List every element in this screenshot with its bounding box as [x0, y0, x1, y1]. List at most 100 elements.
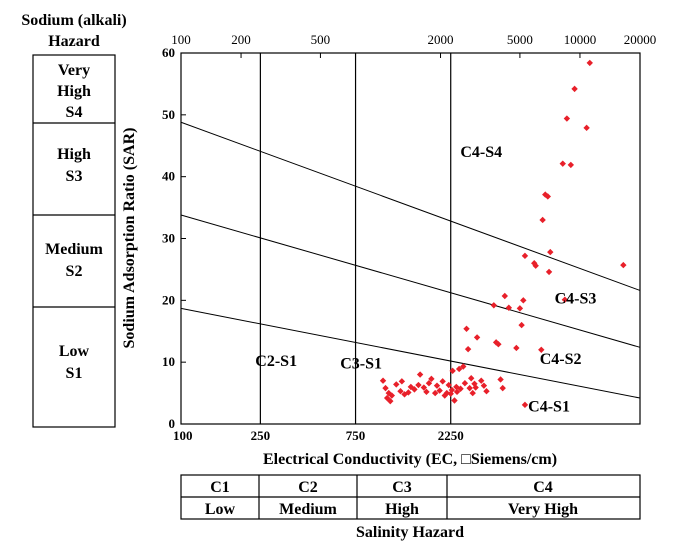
salinity-class-c1: C1 — [210, 479, 230, 496]
data-point-32 — [455, 365, 463, 373]
x-tick-label-bottom-2250: 2250 — [438, 428, 464, 443]
region-label-c2-s1: C2-S1 — [255, 353, 297, 370]
data-point-13 — [415, 381, 422, 389]
sample-points — [379, 59, 627, 409]
x-tick-label-top-10000: 10000 — [564, 32, 597, 47]
data-point-39 — [468, 375, 475, 382]
salinity-level-medium: Medium — [279, 501, 337, 518]
data-point-63 — [539, 216, 546, 224]
data-point-35 — [461, 379, 469, 387]
y-tick-label-50: 50 — [162, 107, 175, 122]
sodium-class-s2-line1: Medium — [45, 241, 103, 258]
sodium-class-s3-line2: S3 — [66, 168, 83, 185]
data-point-65 — [544, 193, 552, 200]
data-point-56 — [518, 321, 525, 329]
sodium-class-s4-line3: S4 — [66, 104, 83, 121]
salinity-level-very-high: Very High — [508, 501, 578, 518]
y-tick-label-30: 30 — [162, 231, 175, 246]
data-point-64 — [542, 191, 549, 198]
salinity-class-lines — [259, 53, 452, 424]
sodium-class-s4-line1: Very — [58, 62, 90, 79]
region-label-c4-s1: C4-S1 — [528, 399, 570, 416]
data-point-20 — [433, 382, 441, 389]
data-point-50 — [497, 376, 504, 383]
data-point-70 — [563, 115, 571, 122]
sodium-class-s1-line1: Low — [59, 343, 90, 360]
data-point-34 — [460, 363, 467, 370]
hazard-boundary-s2-s3 — [180, 214, 641, 348]
y-tick-label-40: 40 — [162, 169, 175, 184]
data-point-21 — [436, 387, 443, 394]
x-axis-bottom-ticks: 100 250 750 2250 — [173, 428, 464, 443]
sodium-hazard-title-line2: Hazard — [48, 33, 100, 50]
x-axis-title: Electrical Conductivity (EC, □Siemens/cm… — [263, 451, 557, 468]
x-tick-label-top-200: 200 — [231, 32, 251, 47]
salinity-level-high: High — [385, 501, 419, 518]
sodium-class-s1-line2: S1 — [66, 365, 83, 382]
data-point-68 — [559, 160, 566, 167]
x-tick-label-bottom-750: 750 — [346, 428, 366, 443]
plot-frame — [180, 52, 641, 425]
hazard-boundary-s3-s4 — [180, 121, 641, 291]
x-tick-label-top-100: 100 — [171, 32, 191, 47]
salinity-class-c2: C2 — [298, 479, 318, 496]
data-point-12 — [411, 386, 418, 393]
data-point-67 — [547, 248, 554, 256]
x-tick-label-top-500: 500 — [311, 32, 331, 47]
data-point-44 — [478, 377, 485, 384]
data-point-49 — [495, 341, 502, 348]
data-point-54 — [513, 344, 520, 352]
region-labels: C4-S4 C4-S3 C4-S2 C4-S1 C2-S1 C3-S1 — [255, 144, 596, 416]
data-point-52 — [501, 292, 508, 300]
y-axis-ticks: 0 10 20 30 40 50 60 — [162, 45, 186, 431]
data-point-61 — [532, 262, 539, 269]
data-point-14 — [416, 371, 424, 378]
sodium-class-s4-line2: High — [57, 83, 91, 100]
data-point-42 — [472, 384, 479, 391]
data-point-6 — [393, 381, 400, 388]
data-point-16 — [423, 388, 430, 396]
x-tick-label-bottom-250: 250 — [251, 428, 271, 443]
x-tick-label-bottom-100: 100 — [173, 428, 193, 443]
sodium-hazard-panel: Sodium (alkali) Hazard Very High S4 High… — [21, 12, 127, 428]
y-tick-label-10: 10 — [162, 354, 175, 369]
data-point-15 — [420, 384, 428, 391]
data-point-53 — [505, 304, 513, 311]
data-point-25 — [445, 381, 452, 389]
data-point-40 — [469, 389, 476, 397]
data-point-71 — [567, 161, 575, 169]
data-point-47 — [490, 302, 498, 309]
data-point-59 — [521, 401, 529, 409]
salinity-level-low: Low — [205, 501, 236, 518]
sodium-class-s2-line2: S2 — [66, 263, 83, 280]
data-point-33 — [457, 385, 464, 392]
data-point-24 — [443, 389, 450, 397]
data-point-37 — [464, 345, 472, 353]
data-point-58 — [521, 252, 529, 260]
data-point-18 — [428, 375, 435, 383]
region-label-c4-s4: C4-S4 — [460, 144, 502, 161]
data-point-74 — [586, 59, 593, 67]
salinity-class-c3: C3 — [392, 479, 412, 496]
region-label-c4-s3: C4-S3 — [555, 290, 597, 307]
x-axis-top-ticks: 100 200 500 2000 5000 10000 20000 — [171, 32, 656, 58]
data-point-27 — [448, 386, 456, 394]
data-point-45 — [480, 382, 488, 389]
y-axis-title: Sodium Adsorption Ratio (SAR) — [121, 128, 138, 349]
x-tick-label-top-20000: 20000 — [624, 32, 657, 47]
y-tick-label-0: 0 — [169, 416, 176, 431]
data-point-51 — [499, 384, 506, 392]
data-point-19 — [431, 389, 439, 397]
data-point-29 — [451, 397, 458, 404]
salinity-hazard-title: Salinity Hazard — [356, 524, 464, 541]
region-label-c3-s1: C3-S1 — [340, 355, 382, 372]
data-point-60 — [531, 260, 538, 267]
data-point-8 — [398, 378, 406, 385]
data-point-43 — [473, 334, 481, 341]
data-point-46 — [483, 388, 490, 395]
sodium-hazard-box — [32, 54, 116, 428]
data-point-0 — [379, 377, 387, 384]
data-point-28 — [449, 367, 456, 375]
data-point-57 — [520, 297, 527, 304]
